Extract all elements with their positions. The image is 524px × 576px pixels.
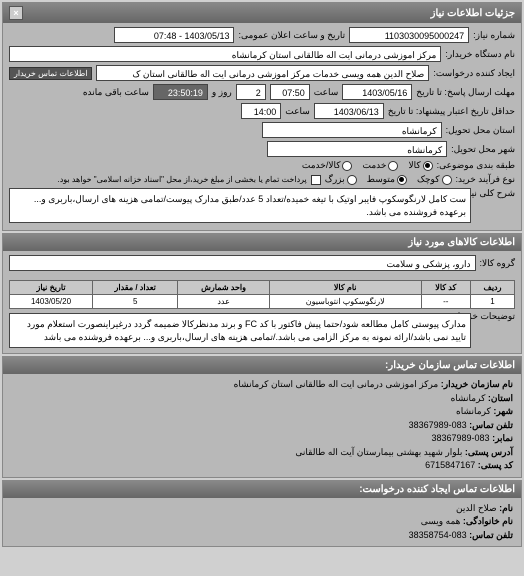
cell-name: لارنگوسکوپ انتوباسیون xyxy=(269,295,421,309)
province-value: کرمانشاه xyxy=(451,393,486,403)
treasury-label: پرداخت تمام یا بخشی از مبلغ خرید،از محل … xyxy=(57,175,306,184)
validity-time-field: 14:00 xyxy=(241,103,281,119)
req-family-label: نام خانوادگی: xyxy=(463,516,513,526)
buyer-contact-header: اطلاعات تماس سازمان خریدار: xyxy=(3,357,521,374)
deadline-time-label: ساعت xyxy=(314,87,339,98)
buyer-contact-panel: اطلاعات تماس سازمان خریدار: نام سازمان خ… xyxy=(2,356,522,478)
goods-table: ردیف کد کالا نام کالا واحد شمارش تعداد /… xyxy=(9,280,515,309)
radio-goods[interactable] xyxy=(423,161,433,171)
requester-contact-header: اطلاعات تماس ایجاد کننده درخواست: xyxy=(3,481,521,498)
col-code: کد کالا xyxy=(421,281,470,295)
requester-contact-title: اطلاعات تماس ایجاد کننده درخواست: xyxy=(359,484,515,495)
req-tel-value: 083-38358754 xyxy=(409,530,467,540)
address-value: بلوار شهید بهشتی بیمارستان آیت اله طالقا… xyxy=(295,447,462,457)
panel-title: جزئیات اطلاعات نیاز xyxy=(431,8,515,19)
goods-panel: اطلاعات کالاهای مورد نیاز گروه کالا: دار… xyxy=(2,233,522,354)
announce-date-field: 1403/05/13 - 07:48 xyxy=(114,27,234,43)
req-tel-label: تلفن تماس: xyxy=(469,530,513,540)
close-icon[interactable]: × xyxy=(9,6,23,20)
col-row: ردیف xyxy=(471,281,515,295)
radio-medium[interactable] xyxy=(397,175,407,185)
col-date: تاریخ نیاز xyxy=(10,281,93,295)
tel-label: تلفن تماس: xyxy=(469,420,513,430)
description-label: شرح کلی نیاز: xyxy=(475,188,515,199)
budget-class-label: طبقه بندی موضوعی: xyxy=(437,160,515,171)
org-name-value: مرکز اموزشی درمانی ایت اله طالقانی استان… xyxy=(234,379,439,389)
radio-small[interactable] xyxy=(442,175,452,185)
countdown-field: 23:50:19 xyxy=(153,84,208,100)
buyer-contact-title: اطلاعات تماس سازمان خریدار: xyxy=(385,360,515,371)
req-family-value: همه ویسی xyxy=(421,516,461,526)
requester-field: صلاح الدین همه ویسی خدمات مرکز اموزشی در… xyxy=(96,65,429,81)
fax-value: 083-38367989 xyxy=(431,433,489,443)
validity-date-field: 1403/06/13 xyxy=(314,103,384,119)
remain-label: ساعت باقی مانده xyxy=(83,87,149,98)
days-left-field: 2 xyxy=(236,84,266,100)
fax-label: نمابر: xyxy=(492,433,513,443)
validity-time-label: ساعت xyxy=(285,106,310,117)
buyer-note-box: مدارک پیوستی کامل مطالعه شود/حتما پیش فا… xyxy=(9,313,471,348)
radio-both[interactable] xyxy=(342,161,352,171)
need-number-field: 1103030095000247 xyxy=(349,27,469,43)
goods-group-field: دارو، پزشکی و سلامت xyxy=(9,255,476,271)
province-label: استان: xyxy=(488,393,513,403)
treasury-checkbox[interactable] xyxy=(311,175,321,185)
requester-label: ایجاد کننده درخواست: xyxy=(433,68,515,79)
cell-code: -- xyxy=(421,295,470,309)
req-name-label: نام: xyxy=(499,503,513,513)
panel-header: جزئیات اطلاعات نیاز × xyxy=(3,3,521,23)
buyer-org-field: مرکز اموزشی درمانی ایت اله طالقانی استان… xyxy=(9,46,441,62)
buyer-org-label: نام دستگاه خریدار: xyxy=(445,49,515,60)
col-unit: واحد شمارش xyxy=(178,281,269,295)
cell-row: 1 xyxy=(471,295,515,309)
col-name: نام کالا xyxy=(269,281,421,295)
cell-date: 1403/05/20 xyxy=(10,295,93,309)
col-qty: تعداد / مقدار xyxy=(93,281,178,295)
need-number-label: شماره نیاز: xyxy=(473,30,515,41)
delivery-city-label: شهر محل تحویل: xyxy=(451,144,515,155)
buyer-contact-button[interactable]: اطلاعات تماس خریدار xyxy=(9,67,92,80)
radio-large[interactable] xyxy=(347,175,357,185)
radio-service[interactable] xyxy=(388,161,398,171)
city-label: شهر: xyxy=(493,406,513,416)
delivery-province-label: استان محل تحویل: xyxy=(446,125,515,136)
goods-group-label: گروه کالا: xyxy=(480,258,515,269)
cell-unit: عدد xyxy=(178,295,269,309)
zip-value: 6715847167 xyxy=(425,460,475,470)
announce-date-label: تاریخ و ساعت اعلان عمومی: xyxy=(238,30,345,41)
cell-qty: 5 xyxy=(93,295,178,309)
deadline-time-field: 07:50 xyxy=(270,84,310,100)
zip-label: کد پستی: xyxy=(478,460,513,470)
goods-header: اطلاعات کالاهای مورد نیاز xyxy=(3,234,521,251)
budget-radio-group: کالا خدمت کالا/خدمت xyxy=(302,160,433,171)
deadline-label: مهلت ارسال پاسخ: تا تاریخ xyxy=(416,87,515,98)
process-type-label: نوع فرآیند خرید: xyxy=(456,174,516,185)
days-label: روز و xyxy=(212,87,232,98)
city-value: کرمانشاه xyxy=(456,406,491,416)
table-header-row: ردیف کد کالا نام کالا واحد شمارش تعداد /… xyxy=(10,281,515,295)
delivery-city-field: کرمانشاه xyxy=(267,141,447,157)
table-row: 1 -- لارنگوسکوپ انتوباسیون عدد 5 1403/05… xyxy=(10,295,515,309)
tel-value: 083-38367989 xyxy=(409,420,467,430)
deadline-date-field: 1403/05/16 xyxy=(342,84,412,100)
need-details-panel: جزئیات اطلاعات نیاز × شماره نیاز: 110303… xyxy=(2,2,522,231)
requester-contact-panel: اطلاعات تماس ایجاد کننده درخواست: نام: ص… xyxy=(2,480,522,548)
buyer-note-label: توضیحات خریدار: xyxy=(475,311,515,322)
org-name-label: نام سازمان خریدار: xyxy=(441,379,513,389)
goods-title: اطلاعات کالاهای مورد نیاز xyxy=(408,237,515,248)
address-label: آدرس پستی: xyxy=(465,447,513,457)
scale-radio-group: کوچک متوسط بزرگ xyxy=(325,174,452,185)
delivery-province-field: کرمانشاه xyxy=(262,122,442,138)
req-name-value: صلاح الدین xyxy=(456,503,497,513)
description-box: ست کامل لارنگوسکوپ فایبر اوتیک با تیغه خ… xyxy=(9,188,471,223)
validity-label: حداقل تاریخ اعتبار پیشنهاد: تا تاریخ xyxy=(388,106,515,117)
